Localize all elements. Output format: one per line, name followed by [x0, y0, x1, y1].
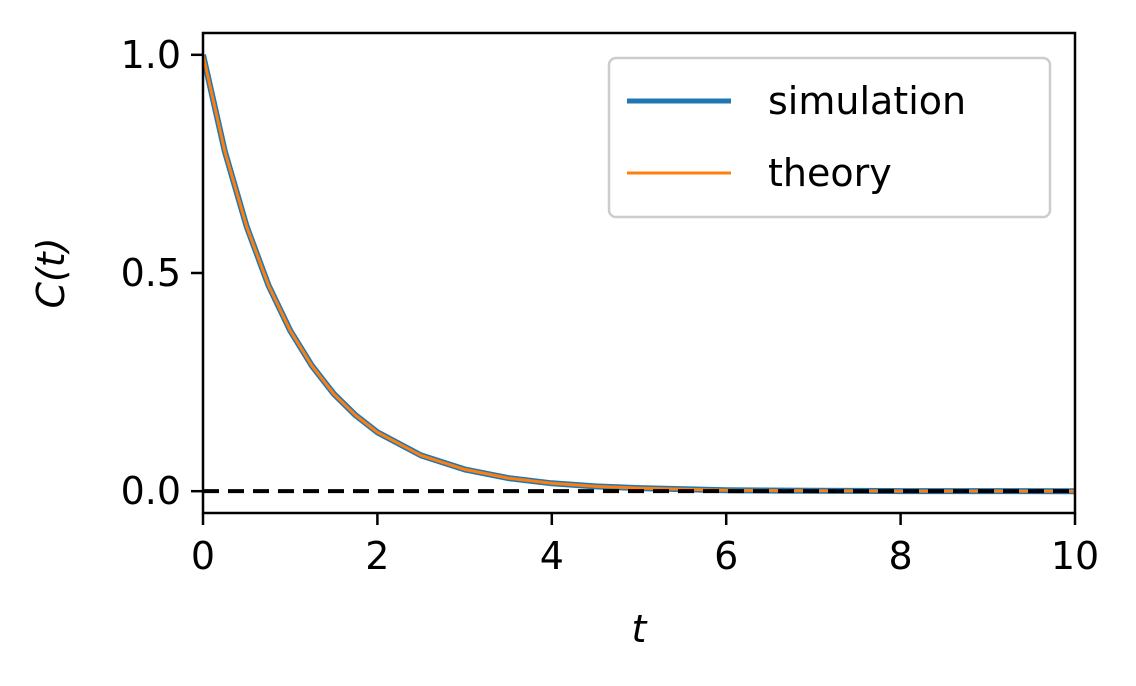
x-tick-label: 8	[889, 534, 913, 578]
y-tick-label: 0.5	[121, 251, 181, 295]
axes-ticks: 0 2 4 6 8 10 0.0 0.5 1.0	[121, 33, 1100, 578]
x-tick-label: 10	[1051, 534, 1099, 578]
x-tick-label: 2	[365, 534, 389, 578]
legend: simulation theory	[607, 56, 1052, 219]
y-axis-label: C(t)	[29, 237, 73, 308]
legend-label-simulation: simulation	[768, 79, 966, 123]
legend-label-theory: theory	[768, 151, 892, 195]
legend-box	[607, 56, 1052, 219]
x-tick-label: 4	[540, 534, 564, 578]
y-tick-label: 1.0	[121, 33, 181, 77]
x-tick-label: 0	[191, 534, 215, 578]
axes-frame	[201, 31, 1077, 515]
x-tick-label: 6	[714, 534, 738, 578]
series-line-theory	[203, 54, 1075, 493]
y-tick-label: 0.0	[121, 469, 181, 513]
x-axis-label: t	[632, 607, 649, 651]
plot-area	[203, 54, 1075, 495]
